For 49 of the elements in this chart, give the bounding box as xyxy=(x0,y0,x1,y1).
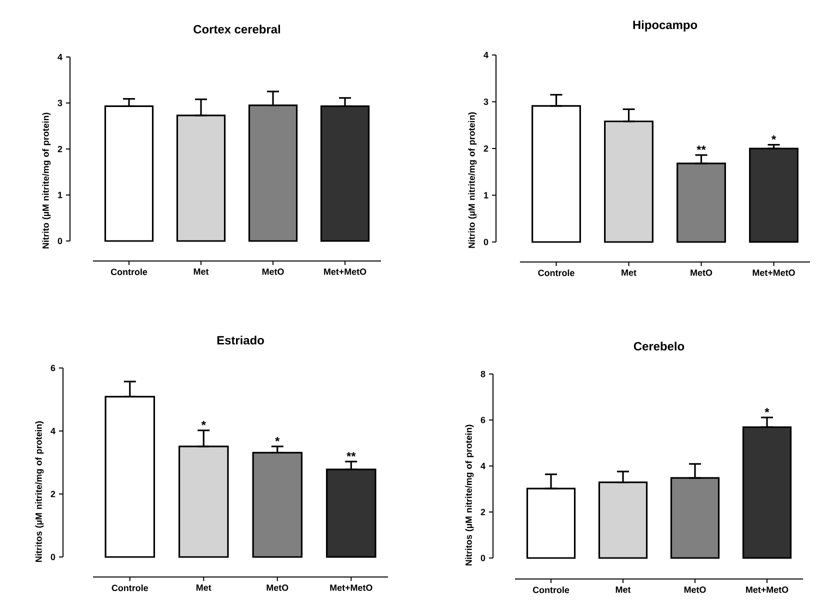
y-tick-label: 3 xyxy=(484,98,488,105)
y-tick-label: 4 xyxy=(58,54,62,60)
x-tick-label: Met+MetO xyxy=(330,584,372,591)
y-tick-label: 1 xyxy=(58,192,62,198)
x-tick-label: Met+MetO xyxy=(746,586,788,593)
y-tick-label: 2 xyxy=(484,145,488,152)
y-tick-label: 4 xyxy=(50,428,56,434)
y-tick-label: 0 xyxy=(50,554,56,560)
x-tick-label: Met xyxy=(196,584,212,591)
y-tick-label: 0 xyxy=(484,238,488,246)
x-tick-label: Met xyxy=(194,268,209,275)
y-tick-label: 1 xyxy=(484,192,488,198)
y-tick-label: 4 xyxy=(484,52,488,58)
y-tick-label: 6 xyxy=(50,364,56,372)
annotation: ** xyxy=(696,146,706,150)
y-axis-title: Nitritos (µM nitrite/mg of protein) xyxy=(35,421,44,562)
y-tick-label: 2 xyxy=(58,146,62,152)
annotation: * xyxy=(275,437,280,442)
y-tick-label: 0 xyxy=(58,238,62,244)
x-tick-label: Met+MetO xyxy=(324,268,366,275)
x-tick-label: MetO xyxy=(684,586,706,593)
x-tick-label: Controle xyxy=(112,584,148,592)
y-axis-title: Nitritos (µM nitrite/mg of protein) xyxy=(465,424,474,566)
x-tick-label: Met xyxy=(616,586,631,593)
x-tick-label: Met+MetO xyxy=(752,270,795,276)
x-tick-label: MetO xyxy=(266,584,288,591)
y-tick-label: 2 xyxy=(480,508,486,516)
y-axis-title: Nitrito (µM nitrite/mg of protein) xyxy=(468,112,477,248)
y-tick-label: 8 xyxy=(480,370,486,378)
annotation: ** xyxy=(346,452,356,457)
y-axis-title: Nitrito (µM nitrite/mg of protein) xyxy=(42,112,51,248)
annotation: * xyxy=(201,420,206,426)
y-tick-label: 0 xyxy=(480,554,486,562)
y-tick-label: 2 xyxy=(50,490,56,498)
x-tick-label: Met xyxy=(622,270,636,276)
x-tick-label: Controle xyxy=(538,270,574,276)
x-tick-label: MetO xyxy=(262,268,284,275)
y-tick-label: 6 xyxy=(480,416,486,424)
x-tick-label: Controle xyxy=(532,586,570,594)
chart-title: Cerebelo xyxy=(634,342,684,350)
chart-title: Estriado xyxy=(217,336,264,344)
annotation: * xyxy=(771,135,776,140)
x-tick-label: Controle xyxy=(110,268,148,276)
annotation: * xyxy=(764,408,770,412)
x-tick-label: MetO xyxy=(690,270,712,276)
y-tick-label: 4 xyxy=(480,462,486,470)
chart-title: Cortex cerebral xyxy=(194,24,280,34)
y-tick-label: 3 xyxy=(58,100,62,106)
chart-title: Hipocampo xyxy=(633,20,698,32)
